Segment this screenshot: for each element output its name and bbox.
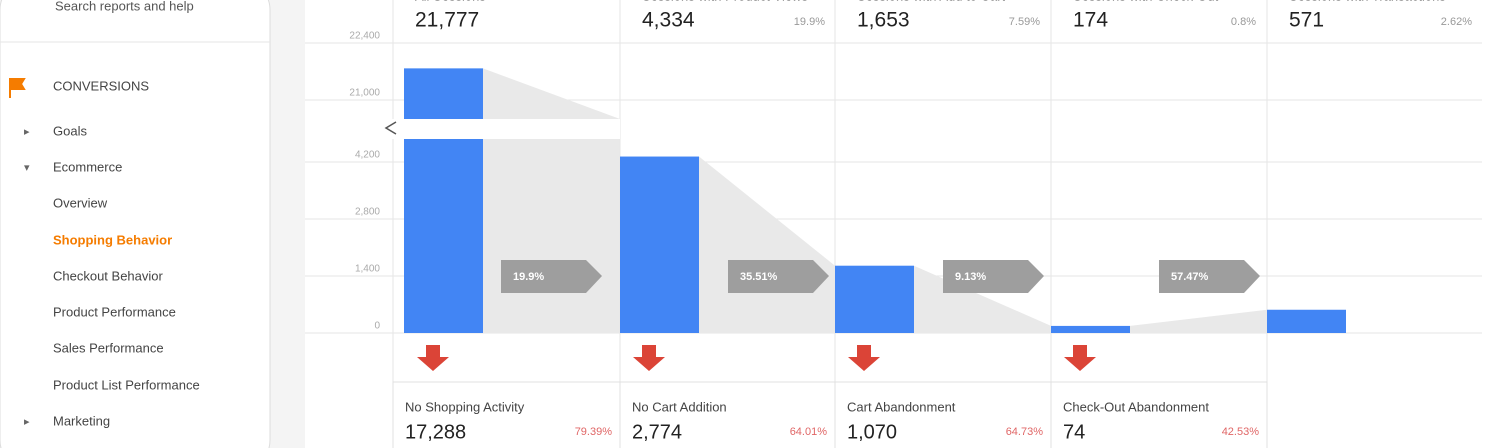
expand-icon: ▸ bbox=[24, 416, 30, 428]
abandon-box bbox=[619, 381, 836, 448]
stage-value: 571 bbox=[1289, 9, 1324, 32]
abandon-box bbox=[392, 381, 621, 448]
nav-item[interactable]: Sales Performance bbox=[53, 340, 164, 355]
drop-arrow bbox=[417, 345, 449, 371]
y-tick-label: 0 bbox=[374, 321, 380, 332]
stage-percent: 2.62% bbox=[1441, 16, 1472, 28]
stage-label: Sessions with Add to Cart bbox=[857, 0, 1006, 3]
conversion-arrow bbox=[501, 260, 602, 293]
abandon-label: No Shopping Activity bbox=[405, 399, 525, 414]
conversion-rate: 35.51% bbox=[740, 271, 778, 283]
abandon-percent: 42.53% bbox=[1222, 426, 1260, 438]
bar bbox=[620, 156, 699, 333]
bar bbox=[404, 68, 483, 334]
bar bbox=[835, 265, 914, 333]
expand-icon: ▾ bbox=[24, 162, 30, 174]
nav-item[interactable]: Checkout Behavior bbox=[53, 268, 164, 283]
nav-item[interactable]: Goals bbox=[53, 123, 87, 138]
stage-label: Sessions with Product Views bbox=[642, 0, 808, 3]
nav-item[interactable]: Overview bbox=[53, 195, 108, 210]
funnel-shade bbox=[1130, 309, 1267, 333]
conversion-arrow bbox=[1159, 260, 1260, 293]
drop-arrow bbox=[1064, 345, 1096, 371]
conversion-rate: 19.9% bbox=[513, 271, 544, 283]
stage-percent: 0.8% bbox=[1231, 16, 1256, 28]
abandon-value: 1,070 bbox=[847, 421, 897, 443]
abandon-value: 2,774 bbox=[632, 421, 682, 443]
expand-icon: ▸ bbox=[24, 126, 30, 138]
drop-arrow bbox=[633, 345, 665, 371]
y-tick-label: 2,800 bbox=[355, 207, 380, 218]
y-tick-label: 4,200 bbox=[355, 150, 380, 161]
nav-item[interactable]: Product Performance bbox=[53, 304, 176, 319]
stage-label: Sessions with Transactions bbox=[1289, 0, 1446, 3]
abandon-percent: 64.73% bbox=[1006, 426, 1044, 438]
stage-label: All Sessions bbox=[415, 0, 486, 3]
stage-value: 4,334 bbox=[642, 9, 695, 32]
nav-item[interactable]: Shopping Behavior bbox=[53, 232, 172, 247]
conversion-rate: 9.13% bbox=[955, 271, 986, 283]
sidebar-panel bbox=[0, 0, 271, 448]
nav-item[interactable]: Product List Performance bbox=[53, 377, 200, 392]
drop-arrow bbox=[848, 345, 880, 371]
bar bbox=[1267, 309, 1346, 333]
abandon-label: No Cart Addition bbox=[632, 399, 727, 414]
nav-item[interactable]: Ecommerce bbox=[53, 159, 122, 174]
stage-value: 1,653 bbox=[857, 9, 910, 32]
stage-value: 174 bbox=[1073, 9, 1108, 32]
stage-value: 21,777 bbox=[415, 9, 479, 32]
y-tick-label: 1,400 bbox=[355, 264, 380, 275]
y-tick-label: 22,400 bbox=[349, 31, 380, 42]
search-label[interactable]: Search reports and help bbox=[55, 0, 194, 13]
conversion-arrow bbox=[728, 260, 829, 293]
abandon-label: Check-Out Abandonment bbox=[1063, 399, 1209, 414]
bar bbox=[1051, 325, 1130, 333]
conversion-arrow bbox=[943, 260, 1044, 293]
abandon-percent: 79.39% bbox=[575, 426, 613, 438]
abandon-box bbox=[1050, 381, 1268, 448]
stage-label: Sessions with Check-Out bbox=[1073, 0, 1219, 3]
section-label[interactable]: CONVERSIONS bbox=[53, 78, 149, 93]
y-tick-label: 21,000 bbox=[349, 88, 380, 99]
nav-item[interactable]: Marketing bbox=[53, 413, 110, 428]
abandon-value: 74 bbox=[1063, 421, 1085, 443]
stage-percent: 19.9% bbox=[794, 16, 825, 28]
abandon-value: 17,288 bbox=[405, 421, 466, 443]
stage-percent: 7.59% bbox=[1009, 16, 1040, 28]
abandon-percent: 64.01% bbox=[790, 426, 828, 438]
conversion-rate: 57.47% bbox=[1171, 271, 1209, 283]
flag-icon bbox=[9, 78, 26, 98]
abandon-label: Cart Abandonment bbox=[847, 399, 956, 414]
break-icon bbox=[384, 121, 397, 135]
axis-break bbox=[305, 119, 620, 139]
